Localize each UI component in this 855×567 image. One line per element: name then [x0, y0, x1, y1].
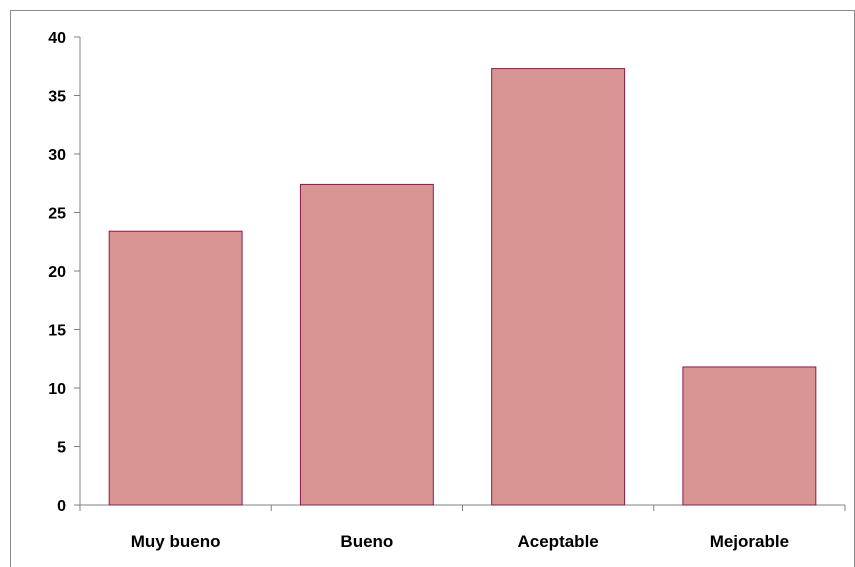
bar-aceptable [491, 68, 626, 506]
x-tick-label: Bueno [340, 532, 393, 551]
y-tick-label: 0 [57, 498, 66, 515]
y-tick-label: 5 [57, 440, 66, 457]
y-tick-label: 35 [48, 89, 66, 106]
bars [108, 68, 817, 506]
y-tick-label: 20 [48, 264, 66, 281]
y-tick-label: 25 [48, 206, 66, 223]
y-axis: 0 5 10 15 20 25 30 35 40 [48, 30, 81, 515]
y-tick-label: 40 [48, 30, 66, 47]
x-tick-label: Mejorable [710, 532, 789, 551]
x-axis: Muy bueno Bueno Aceptable Mejorable [79, 504, 846, 551]
bar-bueno [299, 183, 434, 506]
y-tick-label: 30 [48, 147, 66, 164]
y-tick-label: 10 [48, 381, 66, 398]
x-tick-label: Aceptable [518, 532, 599, 551]
bar-muy-bueno [108, 230, 243, 506]
x-tick-label: Muy bueno [131, 532, 221, 551]
bar-mejorable [682, 366, 817, 506]
y-tick-label: 15 [48, 323, 66, 340]
